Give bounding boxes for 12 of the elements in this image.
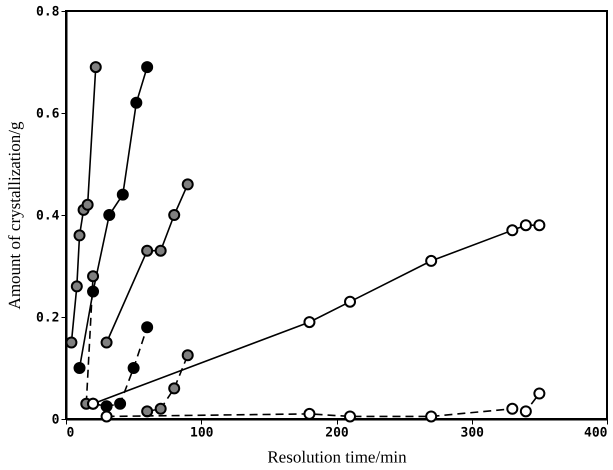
- x-tick-label: 0: [66, 426, 74, 440]
- x-tick-label: 300: [460, 426, 484, 440]
- y-tick-label: 0.2: [36, 310, 60, 326]
- x-tick-label: 100: [190, 426, 214, 440]
- y-tick-label: 0.4: [36, 208, 60, 224]
- y-tick-label: 0.8: [36, 4, 60, 20]
- y-tick-label: 0.6: [36, 106, 60, 122]
- y-axis-title: Amount of crystallization/g: [5, 121, 24, 310]
- x-tick-label: 400: [584, 426, 608, 440]
- y-tick-label: 0: [52, 412, 60, 428]
- x-tick-label: 200: [325, 426, 349, 440]
- x-axis-title: Resolution time/min: [267, 448, 408, 466]
